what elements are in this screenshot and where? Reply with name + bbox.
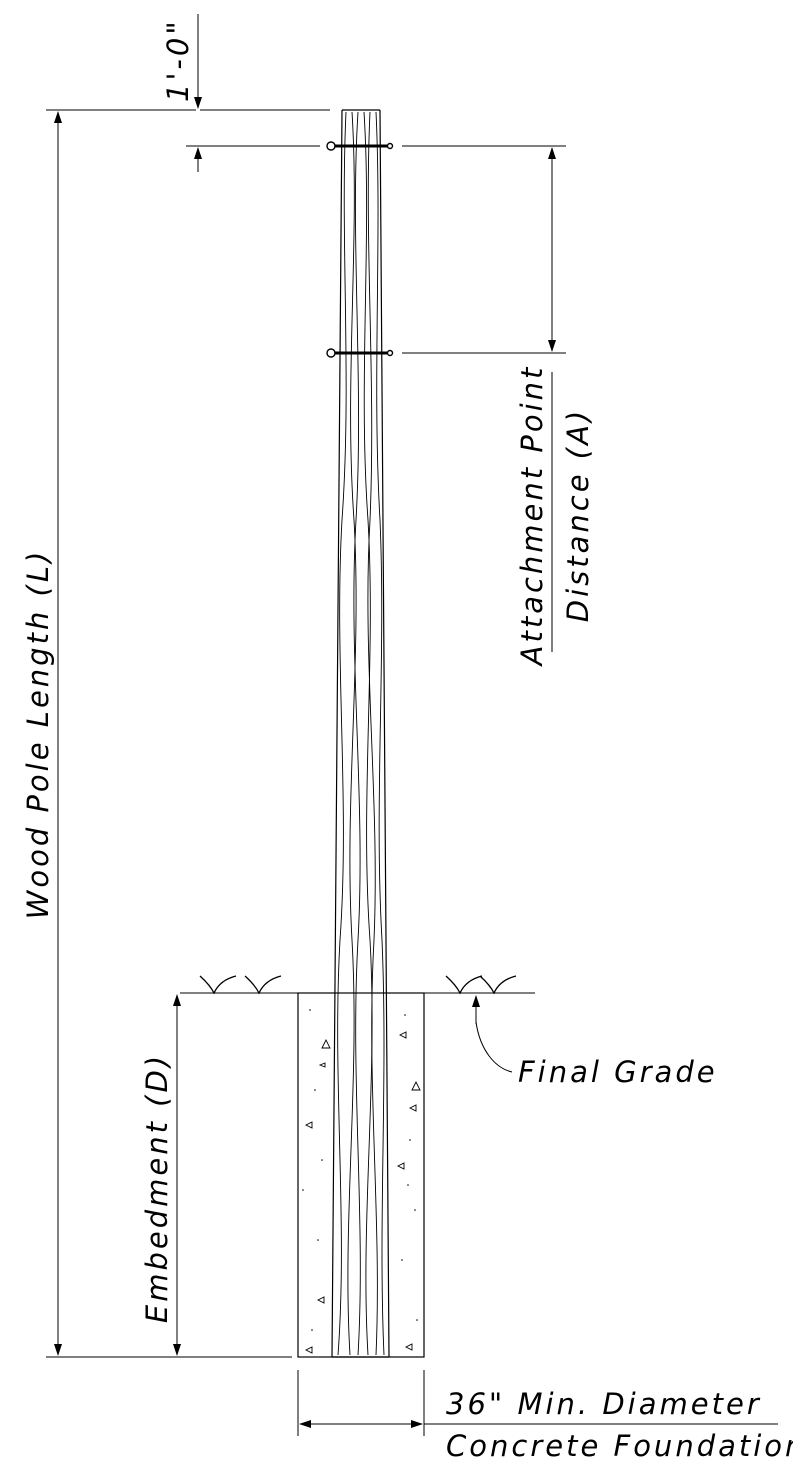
final-grade-label: Final Grade bbox=[518, 1055, 718, 1089]
top-offset-dimension bbox=[186, 14, 330, 172]
wood-pole bbox=[331, 109, 390, 1358]
attachment-label-line2: Distance (A) bbox=[561, 408, 595, 623]
aggregate-marks bbox=[304, 1031, 421, 1354]
wood-grain bbox=[337, 111, 385, 1356]
pole-length-label: Wood Pole Length (L) bbox=[21, 549, 55, 920]
foundation-label-line1: 36" Min. Diameter bbox=[446, 1387, 762, 1421]
lower-eye-bolt bbox=[326, 348, 394, 358]
concrete-foundation bbox=[297, 992, 425, 1358]
concrete-stipple bbox=[302, 1009, 418, 1331]
foundation-label-line2: Concrete Foundation bbox=[446, 1429, 793, 1462]
attachment-distance-dimension bbox=[402, 145, 566, 652]
final-grade-leader bbox=[472, 995, 513, 1073]
upper-eye-bolt bbox=[326, 141, 394, 151]
pole-length-dimension bbox=[46, 109, 292, 1358]
attachment-label-line1: Attachment Point bbox=[515, 365, 549, 668]
embedment-label: Embedment (D) bbox=[140, 1053, 174, 1323]
top-offset-label: 1'-0" bbox=[161, 18, 195, 102]
foundation-diameter-dimension bbox=[297, 1370, 778, 1436]
grass-symbols bbox=[199, 975, 517, 995]
